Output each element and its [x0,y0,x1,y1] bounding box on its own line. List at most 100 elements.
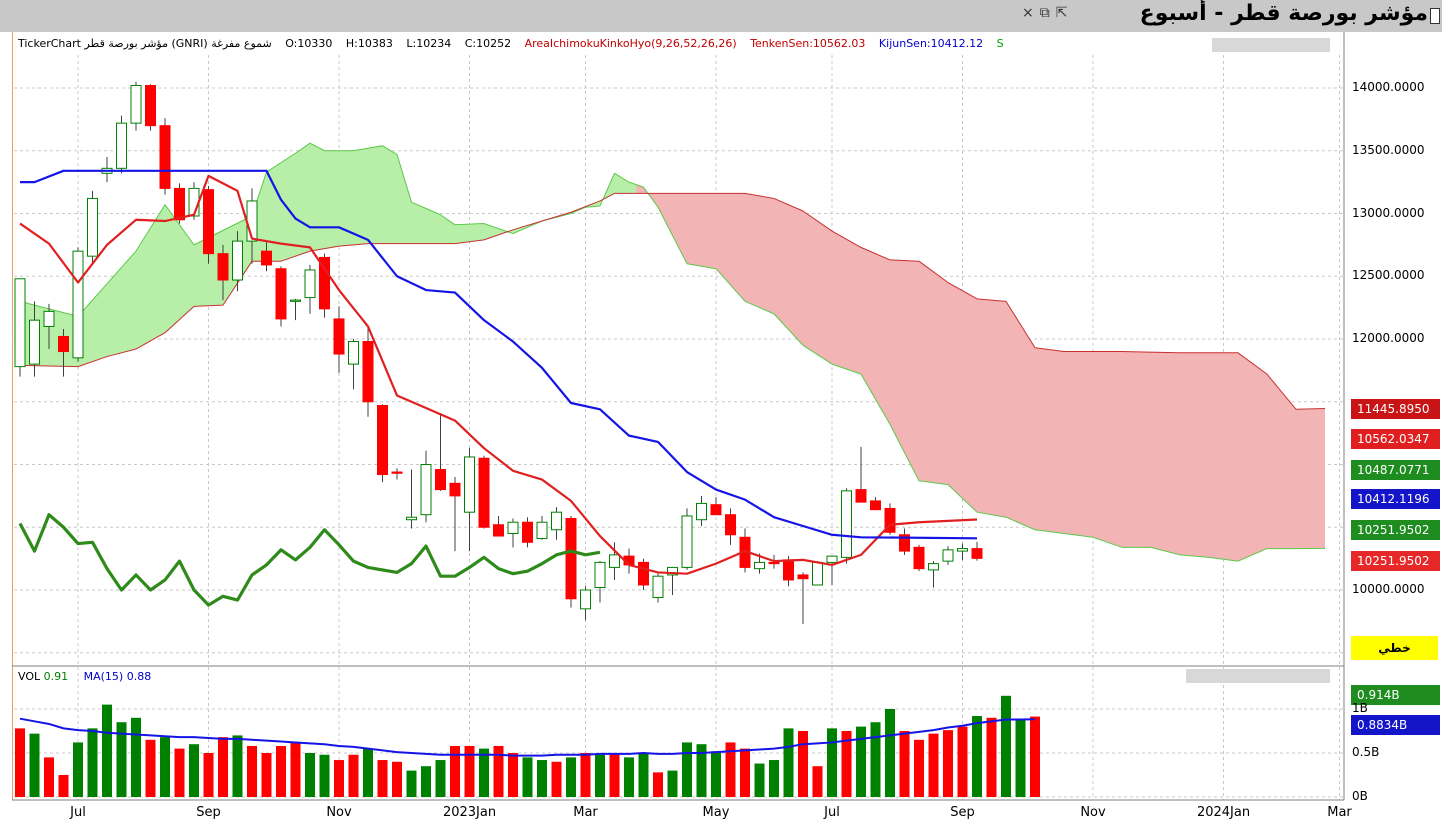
candle-up [348,341,359,365]
candle-up [406,516,417,521]
volume-bar-down [1030,716,1040,797]
volume-bar-up [870,722,881,797]
volume-bar-up [131,717,141,797]
volume-bar-down [551,761,562,797]
candle-down [275,268,287,320]
volume-bar-up [29,733,40,797]
volume-bar-up [87,728,98,797]
volume-bar-down [290,742,301,797]
restore-icon[interactable]: ⧉ [1039,5,1056,21]
candle-up [812,561,823,586]
candle-up [928,563,939,571]
candle-up [304,269,316,299]
volume-bar-down [464,745,475,797]
y-tick-label: 13500.0000 [1352,142,1425,157]
candle-up [464,456,475,513]
candle-up [116,122,127,169]
candle-down [362,341,374,403]
candle-down [58,335,69,353]
volume-bar-up [682,742,692,797]
vol-value: 0.91 [43,670,69,683]
candle-up [957,548,968,552]
senkou-span-b-line [19,192,1326,410]
x-tick-label: Jul [70,805,86,820]
volume-bar-up [624,757,634,797]
volume-bar-down [580,753,591,797]
volume-bar-up [73,742,83,797]
x-tick-label: Mar [573,805,598,820]
candle-down [217,253,229,281]
info-close: C:10252 [464,37,512,50]
volume-bar-down [44,757,54,797]
volume-bar-down [145,739,156,797]
volume-panel-controls[interactable] [1186,669,1330,683]
x-tick-label: 2024Jan [1196,805,1251,820]
candle-up [681,515,693,568]
volume-bar-down [261,753,272,797]
volume-bar-up [537,760,547,797]
window-controls[interactable]: ×⧉⇱ [1022,5,1073,21]
volume-bar-up [435,760,446,797]
close-icon[interactable]: × [1022,5,1040,21]
volume-bar-up [102,704,112,797]
x-tick-label: Mar [1327,805,1352,820]
detach-icon[interactable]: ⇱ [1055,5,1074,21]
candle-down [725,514,736,536]
candle-down [710,504,722,516]
cloud-bullish [20,143,637,367]
volume-bar-up [232,735,243,797]
candle-down [870,500,881,511]
volume-bar-up [363,748,373,797]
candle-down [855,489,867,503]
volume-bar-up [1001,695,1011,797]
candle-down [435,469,446,491]
volume-bar-up [160,737,170,797]
info-bar: TickerChart مؤشر بورصة قطر (GNRI) شموع م… [18,37,1014,50]
volume-bar-up [566,757,576,797]
volume-info: VOL 0.91 MA(15) 0.88 [18,670,151,683]
volume-bar-up [406,770,417,797]
candle-down [768,561,780,565]
volume-bar-up [783,728,794,797]
volume-bar-down [725,742,736,797]
volume-bar-down [450,745,460,797]
volume-bar-down [247,745,257,797]
price-panel-controls[interactable] [1212,38,1330,52]
x-tick-label: Jul [824,805,840,820]
line-style-button[interactable]: خطي [1351,636,1438,660]
volume-bar-up [305,753,315,797]
volume-bar-down [348,754,359,797]
volume-bar-up [856,726,866,797]
candle-down [783,559,794,581]
x-tick-label: Sep [950,805,975,820]
candle-down [261,250,272,266]
y-tick-label: 12500.0000 [1352,268,1425,283]
volume-bar-down [986,717,997,797]
volume-bar-down [203,753,214,797]
title-checkbox[interactable] [1430,8,1440,24]
volume-bar-up [667,770,678,797]
price-tag: 11445.8950 [1351,399,1440,419]
candle-down [971,548,983,559]
candle-down [638,561,649,586]
volume-bar-down [957,726,968,797]
candle-up [841,490,852,558]
volume-bar-up [711,751,721,797]
x-tick-label: Sep [196,805,221,820]
candle-up [580,589,591,610]
candle-down [884,507,896,533]
candle-up [232,240,243,281]
volume-tag: 0.914B [1351,685,1440,705]
volume-bar-up [116,722,127,797]
volume-bar-up [479,748,489,797]
candle-up [667,566,678,576]
candle-up [594,561,606,588]
title-bar: ×⧉⇱ مؤشر بورصة قطر - أسبوع [0,0,1442,32]
x-tick-label: May [702,805,730,820]
volume-bar-down [334,760,344,797]
senkou-span-a-line [19,142,1326,562]
candle-down [333,318,345,355]
volume-bar-down [15,728,25,797]
candle-down [145,84,156,127]
